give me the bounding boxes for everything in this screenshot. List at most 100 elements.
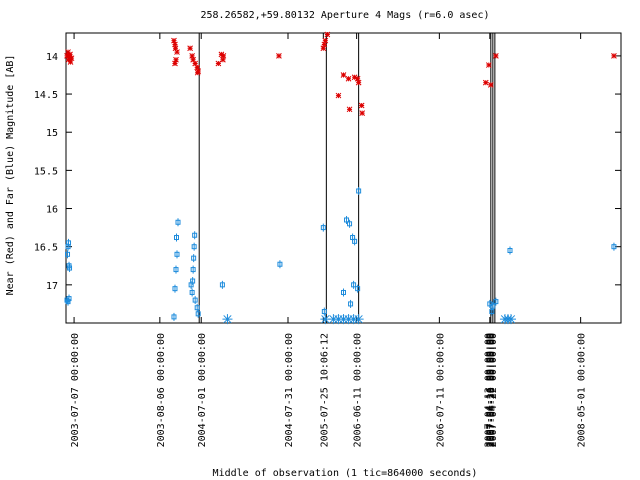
y-tick-label: 17 bbox=[46, 281, 58, 292]
x-tick-label: 2003-08-06 00:00:00 bbox=[156, 333, 167, 447]
far-point bbox=[347, 221, 353, 227]
x-tick-label: 2004-07-31 00:00:00 bbox=[284, 333, 295, 447]
far-point bbox=[194, 305, 200, 311]
far-point bbox=[174, 251, 180, 257]
near-point bbox=[324, 31, 331, 38]
near-point bbox=[340, 72, 347, 78]
x-tick-label: 2004-07-01 00:00:00 bbox=[197, 333, 208, 447]
far-point bbox=[277, 261, 283, 267]
y-tick-label: 16.5 bbox=[34, 243, 58, 254]
far-point bbox=[190, 267, 196, 273]
far-point bbox=[320, 225, 326, 231]
near-point bbox=[485, 62, 492, 68]
far-point bbox=[66, 240, 72, 246]
near-point bbox=[320, 45, 327, 52]
near-point bbox=[171, 37, 177, 44]
near-point bbox=[189, 53, 195, 59]
far-point bbox=[341, 289, 346, 295]
near-point bbox=[321, 41, 328, 48]
far-point bbox=[493, 299, 499, 305]
near-point bbox=[487, 82, 494, 88]
far-point bbox=[489, 309, 495, 315]
y-tick-label: 14 bbox=[46, 52, 58, 63]
x-tick-label-overlap: 2007-04-13 00:00:00 bbox=[483, 333, 494, 447]
limit-marker bbox=[338, 314, 349, 325]
limit-marker bbox=[328, 314, 339, 325]
far-point bbox=[190, 278, 196, 284]
limit-marker bbox=[222, 314, 233, 325]
near-point bbox=[346, 106, 353, 113]
far-point bbox=[356, 188, 362, 194]
far-point bbox=[195, 311, 201, 317]
near-point bbox=[192, 60, 199, 67]
far-point bbox=[352, 238, 358, 244]
limit-marker bbox=[333, 314, 344, 325]
y-axis-label: Near (Red) and Far (Blue) Magnitude [AB] bbox=[5, 55, 16, 296]
near-point bbox=[195, 68, 202, 75]
x-axis-label: Middle of observation (1 tic=864000 seco… bbox=[213, 468, 478, 479]
far-point bbox=[507, 248, 513, 253]
x-tick-label-overlap: 2007-04-18 00:00:00 bbox=[487, 333, 498, 447]
far-point bbox=[219, 282, 225, 288]
near-point bbox=[172, 60, 178, 67]
far-point bbox=[351, 282, 357, 288]
near-point bbox=[322, 37, 329, 44]
plot-area: 14 14.5 15 15.5 16 16.5 17 2003-07-07 00:00:00 2… bbox=[34, 31, 622, 447]
near-point bbox=[482, 79, 489, 86]
far-point bbox=[173, 235, 179, 241]
near-point bbox=[194, 69, 201, 76]
near-point bbox=[194, 64, 201, 71]
near-point bbox=[215, 60, 222, 67]
near-point bbox=[173, 56, 179, 63]
near-point bbox=[220, 56, 226, 63]
far-point bbox=[191, 255, 197, 261]
near-point bbox=[355, 79, 362, 86]
far-point bbox=[172, 286, 178, 292]
x-tick-label: 2008-05-01 00:00:00 bbox=[577, 333, 588, 447]
x-tick-label: 2007-04-20 00:00:00 bbox=[486, 333, 497, 447]
far-point bbox=[321, 309, 327, 315]
near-point bbox=[66, 54, 73, 61]
far-point bbox=[171, 314, 177, 320]
far-point bbox=[348, 301, 354, 307]
chart-title: 258.26582,+59.80132 Aperture 4 Mags (r=6… bbox=[201, 10, 490, 21]
limit-marker bbox=[506, 314, 517, 325]
near-point bbox=[187, 45, 193, 52]
near-point bbox=[345, 75, 352, 82]
near-point bbox=[351, 74, 358, 81]
near-point bbox=[172, 45, 179, 52]
far-point bbox=[344, 217, 350, 223]
far-point bbox=[192, 297, 198, 303]
x-tick-label-overlap: 2007-04-16 00:00:00 bbox=[485, 333, 496, 447]
near-point bbox=[190, 56, 196, 63]
near-point bbox=[359, 110, 366, 116]
near-point bbox=[174, 49, 180, 55]
limit-marker bbox=[343, 314, 354, 325]
far-point bbox=[611, 244, 617, 250]
far-point bbox=[189, 289, 195, 295]
near-point bbox=[172, 41, 178, 48]
x-tick-label-overlap: 2007-04-22 00:00:00 bbox=[488, 333, 499, 447]
x-tick-label: 2006-07-11 00:00:00 bbox=[435, 333, 446, 447]
near-point bbox=[276, 53, 282, 59]
near-point bbox=[354, 75, 361, 82]
far-point bbox=[175, 219, 181, 225]
near-point bbox=[67, 51, 73, 58]
near-point bbox=[335, 92, 342, 99]
far-point bbox=[66, 296, 72, 302]
far-point bbox=[173, 267, 179, 273]
near-point bbox=[220, 53, 227, 59]
near-point bbox=[493, 53, 499, 59]
far-point bbox=[490, 303, 496, 309]
far-point bbox=[65, 299, 71, 305]
y-tick-label: 14.5 bbox=[34, 90, 58, 101]
x-tick-label: 2006-06-11 00:00:00 bbox=[353, 333, 364, 447]
near-point bbox=[68, 55, 75, 62]
far-point bbox=[191, 244, 197, 250]
far-point bbox=[67, 265, 73, 271]
y-tick-label: 16 bbox=[46, 205, 58, 216]
far-point bbox=[192, 232, 198, 238]
near-point bbox=[611, 53, 617, 59]
x-tick-label: 2003-07-07 00:00:00 bbox=[70, 333, 81, 447]
